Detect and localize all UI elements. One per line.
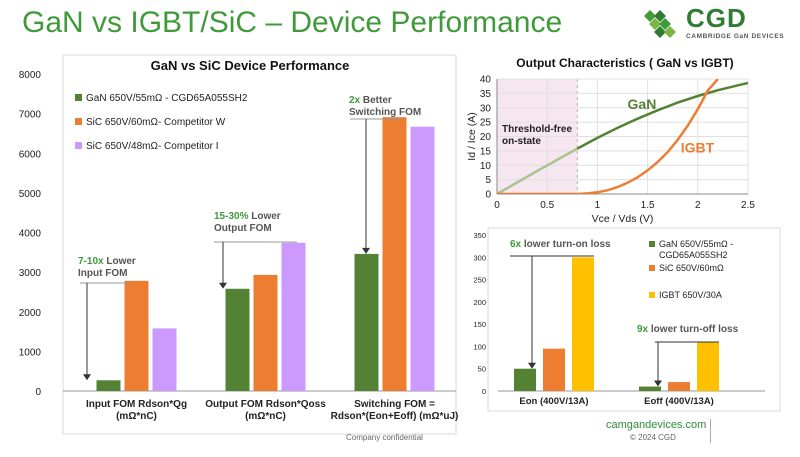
- annotation-arrow-head: [362, 247, 370, 254]
- annotation-arrow-head: [528, 362, 536, 369]
- annotation-label: 2x Better Switching FOM: [349, 95, 421, 118]
- bar: [124, 280, 149, 391]
- annotation-arrow-head: [219, 282, 227, 289]
- x-category-label: Output FOM Rdson*Qoss (mΩ*nC): [205, 399, 326, 422]
- chart-title: GaN vs SiC Device Performance: [151, 58, 350, 73]
- logo-mark-icon: [644, 10, 676, 38]
- y-tick-label: 350: [473, 231, 486, 240]
- bar: [354, 253, 379, 391]
- switching-loss-chart: 0 50 100 150 200 250 300 350 Eon (400V/13A) Eoff …: [473, 227, 781, 412]
- logo-subtext: CAMBRIDGE GaN DEVICES: [686, 33, 785, 40]
- legend-label: GaN 650V/55mΩ - CGD65A055SH2: [86, 93, 248, 104]
- annotation-arrow-head: [83, 374, 91, 381]
- x-category-label: Switching FOM = Rdson*(Eon+Eoff) (mΩ*uJ): [331, 399, 459, 422]
- y-tick-label: 4000: [19, 229, 42, 240]
- y-tick-label: 0: [485, 190, 491, 201]
- y-tick-label: 250: [473, 276, 486, 285]
- x-tick-label: 2: [695, 200, 701, 211]
- x-tick-label: 0: [494, 200, 500, 211]
- gan-series-label: GaN: [628, 96, 657, 112]
- igbt-curve: [497, 79, 719, 194]
- bar: [668, 382, 690, 391]
- chart-frame: [487, 227, 781, 412]
- y-tick-label: 0: [35, 387, 41, 398]
- x-category-label: Eon (400V/13A): [519, 396, 588, 407]
- x-tick-label: 1: [595, 200, 601, 211]
- cgd-logo: CGD CAMBRIDGE GaN DEVICES: [640, 3, 790, 46]
- bar: [410, 126, 435, 392]
- y-tick-label: 25: [480, 118, 492, 129]
- gan-curve-threshold: [497, 147, 578, 194]
- y-tick-label: 2000: [19, 308, 42, 319]
- annotation-arrow-head: [654, 380, 662, 387]
- chart-title: Output Characteristics ( GaN vs IGBT): [516, 56, 733, 70]
- y-tick-label: 5000: [19, 189, 42, 200]
- y-tick-label: 1000: [19, 347, 42, 358]
- chart-frame: [62, 54, 457, 435]
- legend-label: SiC 650V/60mΩ: [659, 263, 724, 273]
- bar: [152, 328, 177, 391]
- logo-wordmark: CGD: [686, 3, 747, 33]
- x-category-label: Input FOM Rdson*Qg (mΩ*nC): [86, 399, 187, 422]
- threshold-annotation: Threshold-free on-state: [502, 124, 572, 147]
- y-tick-label: 15: [480, 146, 492, 157]
- y-tick-label: 5: [485, 175, 491, 186]
- y-tick-label: 35: [480, 89, 492, 100]
- y-tick-label: 300: [473, 253, 486, 262]
- legend-swatch: [75, 94, 82, 101]
- y-tick-label: 6000: [19, 149, 42, 160]
- footer-confidential: Company confidential: [346, 433, 423, 442]
- legend-swatch: [75, 118, 82, 125]
- legend-swatch: [75, 142, 82, 149]
- bar: [572, 257, 594, 391]
- bar: [543, 348, 565, 391]
- annotation-label: 6x lower turn-on loss: [510, 239, 611, 250]
- legend-label: SiC 650V/48mΩ- Competitor I: [86, 141, 219, 152]
- slide-title: GaN vs IGBT/SiC – Device Performance: [22, 6, 563, 39]
- y-tick-label: 200: [473, 298, 486, 307]
- igbt-series-label: IGBT: [681, 139, 715, 155]
- fom-bar-chart: GaN vs SiC Device Performance 0 1000 2000 3…: [19, 54, 459, 435]
- bar: [225, 288, 250, 391]
- x-axis-title: Vce / Vds (V): [592, 213, 654, 225]
- legend-swatch: [649, 241, 655, 247]
- y-tick-label: 0: [482, 387, 486, 396]
- legend-label: SiC 650V/60mΩ- Competitor W: [86, 117, 226, 128]
- annotation-label: 15-30% Lower Output FOM: [214, 211, 281, 234]
- annotation-label: 7-10x Lower Input FOM: [78, 256, 136, 279]
- output-characteristics-chart: Output Characteristics ( GaN vs IGBT) 0 5…: [466, 56, 755, 225]
- bar: [96, 380, 121, 391]
- y-tick-label: 3000: [19, 268, 42, 279]
- bar: [639, 386, 661, 391]
- legend-label: GaN 650V/55mΩ -CGD65A055SH2: [659, 239, 733, 260]
- legend-label: IGBT 650V/30A: [659, 290, 722, 300]
- x-category-label: Eoff (400V/13A): [644, 396, 714, 407]
- bar: [281, 242, 306, 391]
- annotation-label: 9x lower turn-off loss: [637, 324, 739, 335]
- legend-swatch: [649, 265, 655, 271]
- gan-curve: [576, 81, 748, 150]
- bar: [697, 341, 719, 391]
- x-tick-label: 2.5: [741, 200, 755, 211]
- x-tick-label: 1.5: [641, 200, 655, 211]
- y-tick-label: 30: [480, 103, 492, 114]
- x-tick-label: 0.5: [540, 200, 554, 211]
- y-axis-title: Id / Ice (A): [466, 112, 478, 160]
- y-tick-label: 7000: [19, 110, 42, 121]
- y-tick-label: 40: [480, 75, 492, 86]
- bar: [514, 368, 536, 391]
- y-tick-label: 150: [473, 320, 486, 329]
- footer-divider: [710, 419, 711, 443]
- legend-swatch: [649, 292, 655, 298]
- footer-copyright: © 2024 CGD: [630, 433, 676, 442]
- y-tick-label: 100: [473, 342, 486, 351]
- y-tick-label: 8000: [19, 70, 42, 81]
- footer-website-link[interactable]: camgandevices.com: [606, 419, 707, 431]
- y-tick-label: 50: [478, 365, 486, 374]
- bar: [382, 117, 407, 391]
- bar: [253, 274, 278, 391]
- y-tick-label: 10: [480, 161, 492, 172]
- y-tick-label: 20: [480, 132, 492, 143]
